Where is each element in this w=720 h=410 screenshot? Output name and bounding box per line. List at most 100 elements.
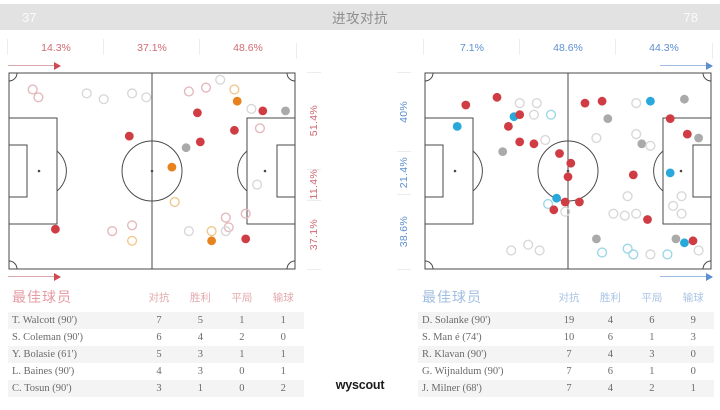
left-pct-third-1: 14.3% [7,39,104,55]
table-row[interactable]: T. Walcott (90') 7 5 1 1 [8,312,304,329]
left-col-won: 胜利 [189,292,211,304]
right-team-panel: 7.1% 48.6% 44.3% 40% 21.4% 38.6% [360,30,720,410]
duel-point [563,172,573,182]
duel-point [680,238,689,248]
duel-point [528,109,540,120]
cell-lost: 3 [690,332,696,343]
cell-draw: 1 [239,315,245,326]
duel-point [619,210,630,221]
cell-draw: 2 [239,332,245,343]
cell-duels: 4 [156,366,162,377]
duel-point [167,162,177,172]
table-row[interactable]: J. Milner (68') 7 4 2 1 [418,380,714,397]
cell-won: 6 [607,366,614,377]
right-col-won: 胜利 [599,292,621,304]
duel-point [665,168,675,178]
table-row[interactable]: G. Wijnaldum (90') 7 6 1 0 [418,363,714,380]
duel-point [126,220,138,231]
cell-won: 3 [197,349,204,360]
left-table-title: 最佳球员 [12,291,72,306]
cell-won: 4 [197,332,204,343]
duel-point [694,133,703,143]
left-top-players-table: 最佳球员 对抗 胜利 平局 输球 T. Walcott (90') 7 5 1 1 S. … [8,284,304,397]
table-row[interactable]: L. Baines (90') 4 3 0 1 [8,363,304,380]
duel-point [665,114,675,123]
right-col-lost: 输球 [682,292,704,304]
duel-point [107,226,118,237]
duel-point [608,208,619,219]
duel-point [504,122,513,131]
left-col-duels: 对抗 [148,292,170,304]
table-row[interactable]: D. Solanke (90') 19 4 6 9 [418,312,714,329]
right-pct-third-2: 48.6% [519,39,616,55]
duel-point [51,224,60,234]
left-pitch-scatter [8,72,296,270]
wyscout-logo: wyscout [335,378,385,392]
cell-won: 4 [607,349,614,360]
duel-point [200,82,212,93]
duel-point [206,226,217,237]
left-col-draw: 平局 [231,292,253,304]
cell-duels: 3 [156,383,162,394]
duel-point [98,94,109,105]
cell-draw: 6 [649,315,655,326]
left-vertical-percent-gutter: 51.4% 11.4% 37.1% [300,72,328,270]
cell-draw: 1 [649,332,655,343]
table-row[interactable]: S. Man é (74') 10 6 1 3 [418,329,714,346]
cell-duels: 6 [156,332,162,343]
left-direction-arrow-top [8,62,61,70]
duel-point [560,197,570,207]
table-header-row: 最佳球员 对抗 胜利 平局 输球 [8,284,304,312]
duel-point [682,129,692,139]
page-title: 进攻对抗 [332,11,388,26]
cell-name: C. Tosun (90') [12,383,72,394]
duel-point [498,147,508,156]
duel-point [195,137,205,147]
duel-point [643,215,652,224]
duel-point [645,249,656,260]
cell-duels: 7 [566,383,572,394]
cell-lost: 0 [690,349,696,360]
duel-point [637,139,647,149]
duel-point [515,137,525,147]
duel-point [220,226,231,237]
duel-point [549,205,559,215]
duel-point [183,86,195,97]
duel-point [631,128,642,140]
duel-point [141,92,152,103]
duel-point [230,125,239,135]
duel-point [645,140,656,151]
right-direction-arrow-bottom [660,273,713,281]
table-row[interactable]: C. Tosun (90') 3 1 0 2 [8,380,304,397]
cell-draw: 2 [649,383,655,394]
cell-lost: 2 [280,383,286,394]
duel-point [597,247,608,258]
score-left: 37 [22,9,37,25]
cell-draw: 1 [649,366,655,377]
table-row[interactable]: Y. Bolasie (61') 5 3 1 1 [8,346,304,363]
duel-point [552,193,561,203]
duel-point [183,226,195,237]
cell-lost: 1 [690,383,696,394]
table-row[interactable]: R. Klavan (90') 7 4 3 0 [418,346,714,363]
duel-point [254,123,266,134]
cell-name: R. Klavan (90') [422,349,487,360]
duel-point [646,96,655,106]
cell-draw: 3 [649,349,655,360]
duel-point [515,110,525,120]
left-vpct-3: 37.1% [300,199,328,270]
cell-won: 5 [197,315,204,326]
cell-name: S. Man é (74') [422,332,482,343]
duel-point [628,249,639,260]
right-vpct-1: 40% [390,72,418,151]
duel-point [215,74,226,85]
duel-point [622,191,633,202]
duel-point [281,106,290,116]
duel-point [676,208,687,219]
duel-point [628,170,638,180]
cell-won: 4 [607,315,614,326]
duel-point [597,96,607,106]
table-row[interactable]: S. Coleman (90') 6 4 2 0 [8,329,304,346]
right-pct-third-1: 7.1% [423,39,520,55]
